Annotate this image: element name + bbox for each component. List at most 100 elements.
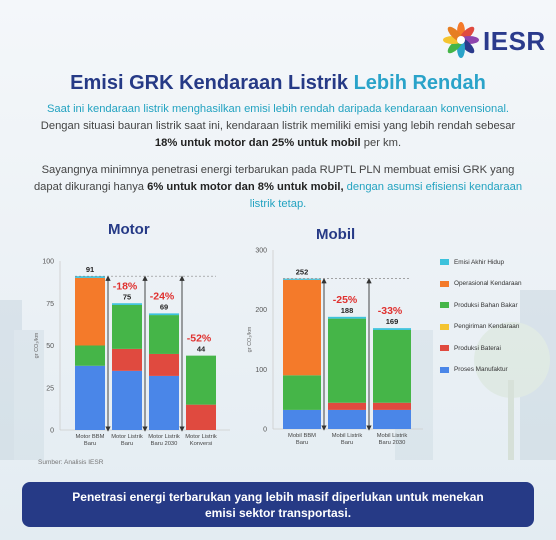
bar-total-label: 91 [86,265,94,274]
legend-label: Produksi Baterai [454,344,501,352]
y-tick-label: 0 [50,428,54,435]
bar-segment [283,375,321,410]
category-label: Baru [341,440,353,446]
legend-swatch [440,345,449,351]
bar-segment [149,315,179,354]
reduction-label: -24% [150,290,175,302]
category-label: Baru [121,441,133,447]
y-tick-label: 50 [46,343,54,350]
category-label: Mobil Listrik [377,433,408,439]
legend-item: Emisi Akhir Hidup [440,252,550,272]
y-axis-label: gr CO₂/km [34,332,40,358]
banner-text: Penetrasi energi terbarukan yang lebih m… [72,489,484,520]
p2-teal: dengan asumsi efisiensi kendaraan listri… [249,181,523,210]
bar-total-label: 69 [160,302,168,311]
bar-total-label: 188 [341,306,354,315]
legend-item: Produksi Baterai [440,338,550,358]
brand-name: IESR [483,26,546,56]
legend-swatch [440,366,449,373]
legend: Emisi Akhir Hidup Operasional Kendaraan Pr… [440,252,550,381]
p2-normal: Sayangnya minimnya penetrasi energi terb… [33,164,515,193]
bar-segment [373,402,411,410]
y-tick-label: 75 [46,301,54,308]
bar-segment [328,318,366,403]
y-tick-label: 200 [255,307,267,314]
bar-segment [328,402,366,410]
category-label: Mobil Listrik [332,433,363,439]
bar-segment [373,328,411,330]
legend-label: Proses Manufaktur [454,366,508,373]
y-tick-label: 300 [255,248,267,255]
category-label: Baru 2030 [379,440,406,446]
reduction-label: -18% [113,280,138,292]
p2-bold: 6% untuk motor dan 8% untuk mobil, [147,181,344,193]
y-tick-label: 0 [263,427,267,434]
category-label: Mobil BBM [288,433,316,439]
reduction-label: -52% [187,333,212,345]
category-label: Baru [296,440,308,446]
bar-segment [149,313,179,316]
reduction-label: -33% [378,305,403,317]
title-part2: Lebih Rendah [353,72,486,94]
bar-segment [112,303,142,305]
p1-bold: 18% untuk motor dan 25% untuk mobil [154,137,361,149]
bar-total-label: 252 [296,268,309,277]
iesr-flower-icon [443,22,479,58]
category-label: Motor Listrik [185,434,217,440]
bar-segment [149,375,179,430]
bar-total-label: 44 [197,345,206,354]
bar-segment [373,409,411,429]
legend-swatch [440,280,449,287]
title-part1: Emisi GRK Kendaraan Listrik [70,72,349,94]
category-label: Motor BBM [76,434,105,440]
legend-item: Produksi Bahan Bakar [440,295,550,315]
bar-segment [112,304,142,349]
bar-segment [283,278,321,280]
p1-end: per km. [360,137,402,149]
legend-label: Produksi Bahan Bakar [454,301,518,309]
category-label: Konversi [190,441,213,447]
bar-segment [186,404,216,430]
page-title: Emisi GRK Kendaraan Listrik Lebih Rendah [0,72,556,95]
background-skyline [0,290,556,460]
y-tick-label: 100 [255,367,267,374]
bar-segment [112,370,142,430]
category-label: Baru [84,441,96,447]
intro-paragraph: Saat ini kendaraan listrik menghasilkan … [30,101,526,152]
legend-label: Operasional Kendaraan [454,280,522,287]
legend-label: Pengiriman Kendaraan [454,323,520,330]
bar-segment [112,348,142,371]
y-axis-label: gr CO₂/km [247,326,253,352]
legend-item: Operasional Kendaraan [440,274,550,294]
bar-segment [186,355,216,405]
legend-swatch [440,323,449,330]
bar-segment [75,276,105,278]
bar-segment [283,279,321,376]
y-tick-label: 100 [42,259,54,266]
legend-swatch [440,302,449,308]
category-label: Motor Listrik [148,434,180,440]
iesr-logo: IESR [443,22,546,62]
bar-total-label: 169 [386,317,399,326]
legend-swatch [440,259,449,265]
bar-total-label: 75 [123,292,131,301]
bar-segment [328,409,366,429]
bar-segment [373,329,411,403]
p1-teal: Saat ini kendaraan listrik menghasilkan … [46,103,510,115]
legend-item: Proses Manufaktur [440,360,550,380]
bar-segment [75,277,105,346]
conclusion-banner: Penetrasi energi terbarukan yang lebih m… [22,482,534,527]
legend-label: Emisi Akhir Hidup [454,258,505,266]
reduction-label: -25% [333,294,358,306]
bar-segment [75,345,105,366]
category-label: Baru 2030 [151,441,178,447]
category-label: Motor Listrik [111,434,143,440]
bar-segment [328,316,366,319]
bar-segment [149,353,179,376]
source-note: Sumber: Analisis IESR [38,459,104,466]
y-tick-label: 25 [46,385,54,392]
p1-normal: Dengan situasi bauran listrik saat ini, … [40,120,516,132]
